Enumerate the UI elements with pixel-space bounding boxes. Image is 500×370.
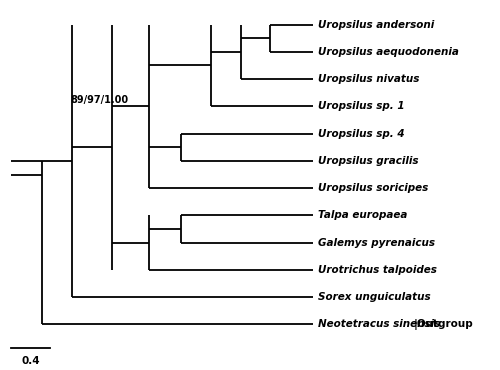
Text: Talpa europaea: Talpa europaea	[318, 211, 408, 221]
Text: Uropsilus gracilis: Uropsilus gracilis	[318, 156, 418, 166]
Text: Uropsilus aequodonenia: Uropsilus aequodonenia	[318, 47, 459, 57]
Text: Galemys pyrenaicus: Galemys pyrenaicus	[318, 238, 435, 248]
Text: Uropsilus sp. 1: Uropsilus sp. 1	[318, 101, 404, 111]
Text: 89/97/1.00: 89/97/1.00	[70, 95, 128, 105]
Text: |Outgroup: |Outgroup	[413, 319, 473, 330]
Text: Neotetracus sinensis: Neotetracus sinensis	[318, 319, 440, 329]
Text: 0.4: 0.4	[21, 356, 40, 366]
Text: Urotrichus talpoides: Urotrichus talpoides	[318, 265, 437, 275]
Text: Uropsilus sp. 4: Uropsilus sp. 4	[318, 129, 404, 139]
Text: Uropsilus andersoni: Uropsilus andersoni	[318, 20, 434, 30]
Text: Uropsilus soricipes: Uropsilus soricipes	[318, 183, 428, 193]
Text: Uropsilus nivatus: Uropsilus nivatus	[318, 74, 420, 84]
Text: Sorex unguiculatus: Sorex unguiculatus	[318, 292, 430, 302]
